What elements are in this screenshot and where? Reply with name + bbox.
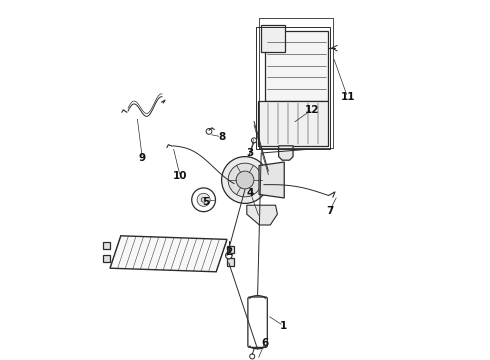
- Text: 9: 9: [139, 153, 146, 163]
- Polygon shape: [261, 25, 285, 52]
- Polygon shape: [259, 162, 284, 198]
- Circle shape: [250, 354, 255, 359]
- Polygon shape: [247, 205, 277, 225]
- Circle shape: [251, 138, 257, 143]
- Polygon shape: [279, 146, 293, 160]
- Circle shape: [236, 171, 254, 189]
- FancyBboxPatch shape: [248, 297, 268, 347]
- Polygon shape: [110, 236, 227, 272]
- Text: 1: 1: [280, 321, 287, 331]
- Text: 8: 8: [218, 132, 225, 142]
- Circle shape: [225, 252, 232, 259]
- Text: 11: 11: [341, 92, 355, 102]
- Polygon shape: [227, 246, 234, 253]
- Text: 12: 12: [304, 105, 319, 115]
- Text: 5: 5: [202, 197, 209, 207]
- Polygon shape: [103, 242, 110, 249]
- Circle shape: [197, 193, 210, 206]
- Polygon shape: [103, 255, 110, 262]
- Text: 3: 3: [247, 148, 254, 158]
- Text: 7: 7: [326, 206, 333, 216]
- Circle shape: [192, 188, 216, 212]
- Polygon shape: [227, 258, 234, 266]
- Polygon shape: [265, 31, 328, 101]
- Polygon shape: [258, 101, 328, 146]
- Text: 4: 4: [246, 188, 254, 198]
- Text: 2: 2: [225, 247, 232, 257]
- Circle shape: [221, 157, 269, 203]
- Circle shape: [206, 129, 212, 134]
- Circle shape: [201, 197, 206, 202]
- Text: 10: 10: [173, 171, 188, 181]
- Text: 6: 6: [261, 338, 269, 348]
- Circle shape: [228, 163, 262, 197]
